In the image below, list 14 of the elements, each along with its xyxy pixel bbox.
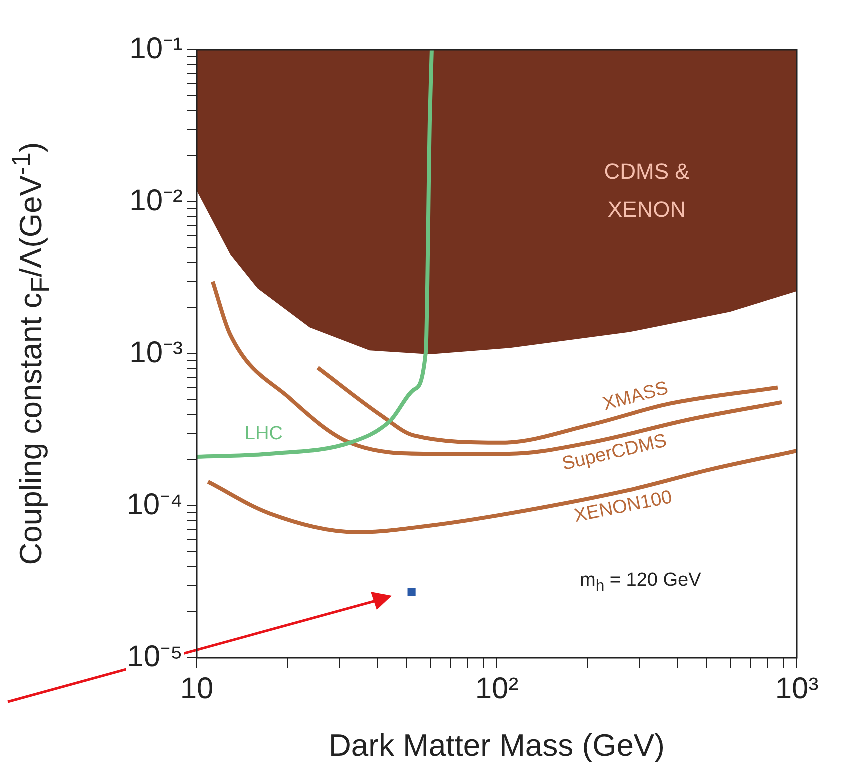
y-tick-label: 10⁻⁴ bbox=[126, 488, 183, 522]
x-axis-title: Dark Matter Mass (GeV) bbox=[328, 728, 666, 764]
x-tick-label: 10² bbox=[475, 672, 519, 706]
text: XMASS bbox=[601, 378, 671, 416]
y-tick-label: 10⁻² bbox=[130, 184, 184, 218]
x-tick-label: 10 bbox=[180, 672, 214, 706]
y-tick-label: 10⁻⁵ bbox=[127, 640, 183, 674]
annotation: m$_{h}$ = 120 GeV bbox=[580, 570, 702, 596]
y-tick-label: 10⁻³ bbox=[130, 336, 184, 370]
x-tick-label: 10³ bbox=[775, 672, 819, 706]
y-tick-label: 10⁻¹ bbox=[130, 32, 184, 66]
text: XENON100 bbox=[572, 487, 674, 527]
series-label: CDMS & XENON bbox=[604, 158, 690, 222]
series-label: LHC bbox=[244, 424, 283, 445]
